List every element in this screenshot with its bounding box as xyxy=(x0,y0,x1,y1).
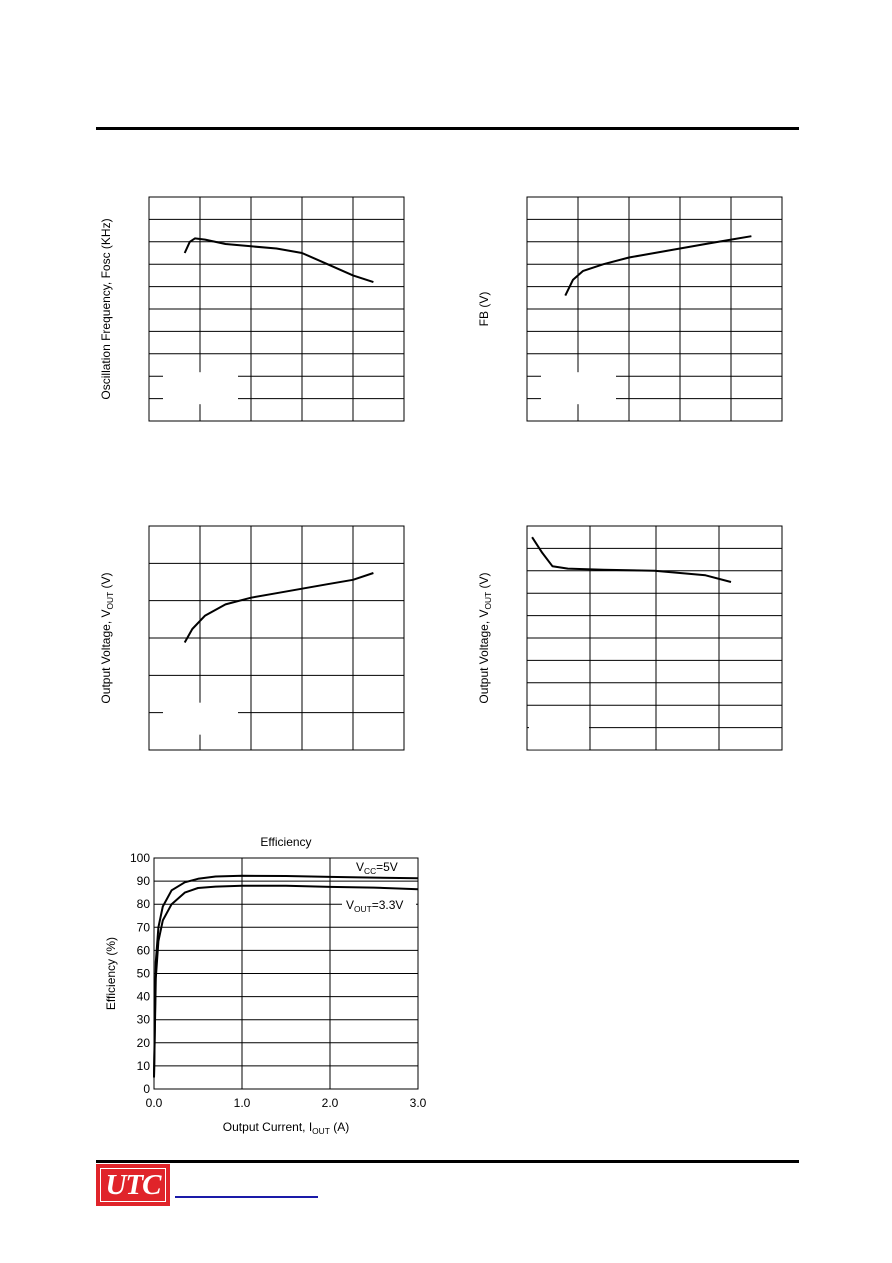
eff-annot-vcc: VCC=5V xyxy=(356,860,398,876)
eff-annot-vout: VOUT=3.3V xyxy=(346,898,403,914)
eff-ytick-label: 60 xyxy=(137,943,151,957)
eff-ytick-label: 90 xyxy=(137,874,151,888)
eff-ytick-label: 20 xyxy=(137,1036,151,1050)
vout1-curve xyxy=(183,572,374,643)
eff-ytick-label: 0 xyxy=(143,1082,150,1096)
eff-annot-1-bg xyxy=(352,859,416,875)
eff-xlabel: Output Current, IOUT (A) xyxy=(223,1120,349,1136)
osc-legend-box xyxy=(163,372,238,405)
eff-frame xyxy=(153,857,419,1090)
eff-annot-2-bg xyxy=(342,897,416,913)
utc-logo-text: UTC xyxy=(100,1168,166,1202)
vout1-legend-box xyxy=(163,702,238,735)
eff-xtick-label: 2.0 xyxy=(322,1096,339,1110)
eff-ytick-label: 40 xyxy=(137,990,151,1004)
footer-link-underline[interactable] xyxy=(175,1196,318,1198)
header-rule xyxy=(96,127,799,130)
fb-legend-box xyxy=(541,372,616,405)
eff-xtick-label: 1.0 xyxy=(234,1096,251,1110)
vout2-legend-box xyxy=(529,717,589,750)
eff-ytick-label: 70 xyxy=(137,920,151,934)
vout1-ylabel: Output Voltage, VOUT (V) xyxy=(99,572,115,703)
osc-ylabel: Oscillation Frequency, Fosc (KHz) xyxy=(99,218,113,399)
eff-title: Efficiency xyxy=(260,835,311,849)
utc-logo: UTC xyxy=(96,1164,170,1206)
fb-curve xyxy=(564,235,752,297)
vout2-ylabel: Output Voltage, VOUT (V) xyxy=(477,572,493,703)
eff-xtick-label: 0.0 xyxy=(146,1096,163,1110)
osc-curve xyxy=(183,237,374,284)
fb-ylabel: FB (V) xyxy=(477,292,491,327)
eff-ylabel: Efficiency (%) xyxy=(104,937,118,1010)
eff-series-1 xyxy=(153,874,419,1078)
eff-ytick-label: 30 xyxy=(137,1013,151,1027)
eff-ytick-label: 50 xyxy=(137,967,151,981)
vout2-curve xyxy=(531,536,732,583)
eff-series-2 xyxy=(153,884,419,1078)
eff-ytick-label: 100 xyxy=(130,851,150,865)
eff-xtick-label: 3.0 xyxy=(410,1096,427,1110)
eff-ytick-label: 80 xyxy=(137,897,151,911)
footer-rule xyxy=(96,1160,799,1163)
eff-ytick-label: 10 xyxy=(137,1059,151,1073)
